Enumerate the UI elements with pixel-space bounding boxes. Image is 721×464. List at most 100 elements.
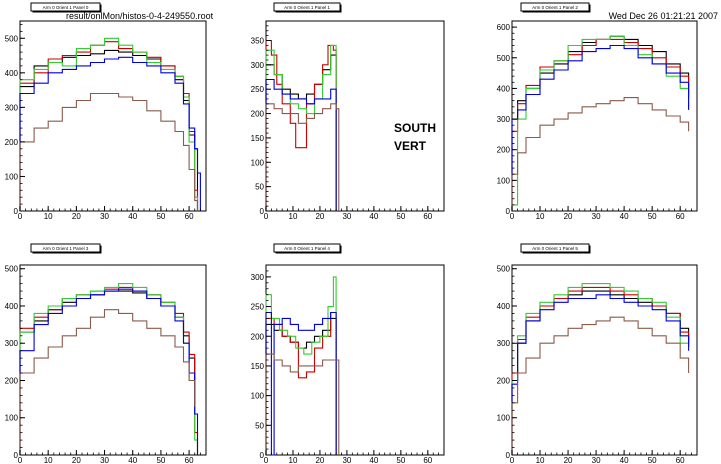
series-line-brown <box>265 353 340 455</box>
histogram-panel-5: Arm 0 Orient 1 Panel 5 0 10 20 30 40 50 60 0 100 2… <box>497 243 698 464</box>
x-tick-label: 30 <box>100 212 109 221</box>
panel-title-box <box>273 243 341 253</box>
x-tick-label: 60 <box>676 456 685 464</box>
series-line-brown <box>511 316 690 455</box>
x-tick-label: 0 <box>510 212 515 221</box>
panel-title: Arm 0 Orient 1 Panel 0 <box>43 5 89 10</box>
series-line-green <box>265 276 337 455</box>
x-tick-label: 10 <box>289 212 298 221</box>
series-line-black <box>19 49 199 211</box>
y-tick-label: 300 <box>5 339 19 348</box>
x-tick-label: 50 <box>396 456 405 464</box>
x-tick-label: 50 <box>648 212 657 221</box>
panel-title: Arm 0 Orient 1 Panel 1 <box>284 5 330 10</box>
series-line-green <box>19 37 199 211</box>
x-tick-label: 10 <box>44 212 53 221</box>
x-tick-label: 40 <box>620 212 629 221</box>
x-tick-label: 40 <box>369 212 378 221</box>
histogram-panel-2: Arm 0 Orient 1 Panel 20 10 20 30 40 50 6001002… <box>497 2 698 221</box>
histogram-panel-1: Arm 0 Orient 1 Panel 1 0 10 20 30 40 50 60 0 50 10… <box>251 2 445 221</box>
panel-title: Arm 0 Orient 1 Panel 3 <box>43 246 89 251</box>
series-line-red <box>511 286 690 455</box>
series-line-brown <box>511 97 690 211</box>
series-line-brown <box>19 92 199 211</box>
y-tick-label: 300 <box>5 103 19 112</box>
series-line-brown <box>265 103 340 211</box>
y-tick-label: 150 <box>251 134 265 143</box>
y-tick-label: 50 <box>255 183 264 192</box>
series-line-red <box>265 311 337 455</box>
x-tick-label: 10 <box>536 212 545 221</box>
y-tick-label: 300 <box>251 61 265 70</box>
file-path-label: result/onlMon/histos-0-4-249550.root <box>66 11 214 21</box>
series-line-red <box>19 286 199 455</box>
series-line-brown <box>19 309 196 455</box>
y-tick-label: 300 <box>497 339 511 348</box>
y-tick-label: 600 <box>497 23 511 32</box>
x-tick-label: 60 <box>423 212 432 221</box>
y-tick-label: 0 <box>260 207 265 216</box>
x-tick-label: 30 <box>342 212 351 221</box>
y-tick-label: 200 <box>251 332 265 341</box>
y-tick-label: 100 <box>251 392 265 401</box>
x-tick-label: 50 <box>648 456 657 464</box>
y-tick-label: 400 <box>5 302 19 311</box>
y-tick-label: 500 <box>497 54 511 63</box>
series-line-blue <box>19 56 201 211</box>
series-line-black <box>265 317 337 455</box>
plot-frame <box>19 264 207 456</box>
x-tick-label: 50 <box>156 456 165 464</box>
y-tick-label: 0 <box>506 451 511 460</box>
panel-title: Arm 0 Orient 1 Panel 2 <box>532 5 578 10</box>
x-tick-label: 20 <box>564 212 573 221</box>
y-tick-label: 500 <box>5 265 19 274</box>
x-tick-label: 0 <box>510 456 515 464</box>
y-tick-label: 150 <box>251 362 265 371</box>
plot-frame <box>19 20 207 212</box>
y-tick-label: 500 <box>5 34 19 43</box>
x-tick-label: 10 <box>289 456 298 464</box>
panel-title-box <box>520 243 590 253</box>
x-tick-label: 30 <box>592 212 601 221</box>
series-line-red <box>19 41 199 211</box>
series-line-blue <box>511 294 690 455</box>
y-tick-label: 300 <box>251 273 265 282</box>
overlay-label-vert: VERT <box>394 139 427 153</box>
series-line-black <box>19 290 196 455</box>
x-tick-label: 50 <box>156 212 165 221</box>
x-tick-label: 40 <box>128 212 137 221</box>
x-tick-label: 40 <box>620 456 629 464</box>
series-line-blue <box>511 44 690 211</box>
y-tick-label: 200 <box>5 376 19 385</box>
x-tick-label: 30 <box>592 456 601 464</box>
y-tick-label: 50 <box>255 421 264 430</box>
x-tick-label: 20 <box>72 456 81 464</box>
histogram-panel-3: Arm 0 Orient 1 Panel 3 0 10 20 30 40 50 60 0 100 2… <box>5 243 207 464</box>
overlay-label-south: SOUTH <box>394 121 436 135</box>
panel-title: Arm 0 Orient 1 Panel 5 <box>532 246 578 251</box>
x-tick-label: 20 <box>315 212 324 221</box>
y-tick-label: 400 <box>497 84 511 93</box>
plot-frame <box>265 20 445 212</box>
x-tick-label: 60 <box>185 212 194 221</box>
x-tick-label: 60 <box>423 456 432 464</box>
x-tick-label: 60 <box>185 456 194 464</box>
y-tick-label: 0 <box>260 451 265 460</box>
plot-frame <box>265 264 445 456</box>
series-line-black <box>511 35 690 211</box>
y-tick-label: 100 <box>5 414 19 423</box>
x-tick-label: 20 <box>72 212 81 221</box>
y-tick-label: 250 <box>251 85 265 94</box>
series-line-blue <box>265 78 337 211</box>
plot-frame <box>511 264 698 456</box>
x-tick-label: 30 <box>342 456 351 464</box>
y-tick-label: 100 <box>5 172 19 181</box>
x-tick-label: 40 <box>369 456 378 464</box>
series-line-red <box>511 38 690 211</box>
y-tick-label: 400 <box>497 302 511 311</box>
y-tick-label: 200 <box>497 146 511 155</box>
panel-title-box <box>273 2 341 12</box>
x-tick-label: 0 <box>264 212 269 221</box>
x-tick-label: 40 <box>128 456 137 464</box>
